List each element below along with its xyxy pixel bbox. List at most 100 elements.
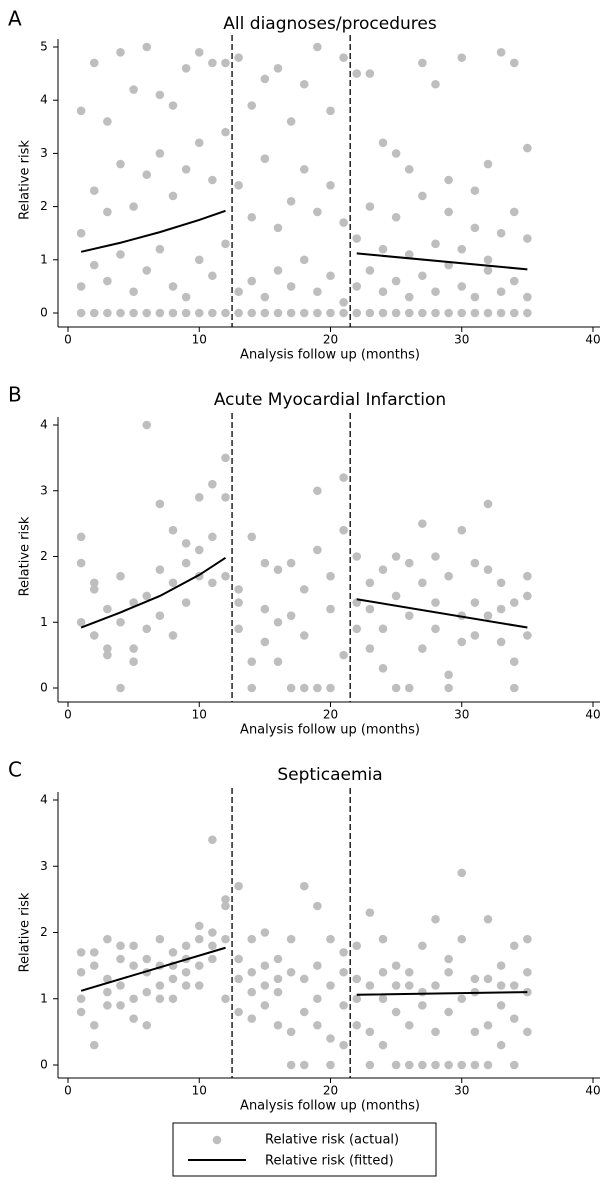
data-point xyxy=(378,565,388,574)
data-point xyxy=(470,1060,480,1070)
data-point xyxy=(221,934,230,944)
data-point xyxy=(457,308,467,318)
data-point xyxy=(365,202,375,211)
data-point xyxy=(378,138,388,148)
data-point xyxy=(194,493,204,502)
data-point xyxy=(339,650,348,660)
data-point xyxy=(142,308,152,318)
data-point xyxy=(418,987,427,997)
data-point xyxy=(168,101,178,110)
data-point xyxy=(221,308,230,318)
data-point xyxy=(496,981,506,990)
data-point xyxy=(313,545,322,555)
data-point xyxy=(418,58,427,68)
data-point xyxy=(483,611,493,620)
data-point xyxy=(103,934,112,944)
legend-label: Relative risk (actual) xyxy=(265,1133,399,1148)
x-axis-title: Analysis follow up (months) xyxy=(240,723,420,738)
data-point xyxy=(208,941,217,951)
data-point xyxy=(470,292,480,302)
data-point xyxy=(155,244,165,254)
data-point xyxy=(116,981,125,990)
data-point xyxy=(299,1060,309,1070)
data-point xyxy=(483,499,493,509)
data-point xyxy=(299,255,309,265)
data-point xyxy=(496,48,506,57)
data-point xyxy=(286,117,296,126)
data-point xyxy=(260,74,270,84)
data-point xyxy=(523,631,532,640)
data-point xyxy=(313,207,322,217)
data-point xyxy=(103,644,112,653)
data-point xyxy=(89,1020,99,1030)
data-point xyxy=(313,683,322,693)
data-point xyxy=(142,987,152,997)
data-point xyxy=(509,1060,519,1070)
data-point xyxy=(457,868,467,878)
data-point xyxy=(116,48,125,57)
y-tick-label: 4 xyxy=(40,93,48,107)
data-point xyxy=(326,271,335,281)
y-axis-title: Relative risk xyxy=(18,140,33,220)
data-point xyxy=(260,154,270,164)
x-tick-label: 20 xyxy=(323,708,338,722)
data-point xyxy=(208,928,217,937)
data-point xyxy=(404,683,414,693)
data-point xyxy=(155,308,165,318)
data-point xyxy=(523,143,532,153)
data-point xyxy=(221,493,230,502)
data-point xyxy=(142,591,152,601)
x-tick-label: 0 xyxy=(64,1084,72,1098)
data-point xyxy=(208,271,217,281)
data-point xyxy=(116,571,125,581)
data-point xyxy=(404,292,414,302)
data-point xyxy=(221,58,230,68)
data-point xyxy=(247,532,257,542)
data-point xyxy=(129,657,138,666)
data-point xyxy=(286,1027,296,1037)
data-point xyxy=(391,683,401,693)
data-point xyxy=(509,981,519,990)
data-point xyxy=(89,578,99,588)
data-point xyxy=(103,974,112,984)
data-point xyxy=(326,683,335,693)
data-point xyxy=(299,974,309,984)
data-point xyxy=(273,617,283,627)
data-point xyxy=(168,308,178,318)
data-point xyxy=(129,308,138,318)
data-point xyxy=(181,558,191,568)
data-point xyxy=(103,650,112,660)
data-point xyxy=(234,308,243,318)
y-tick-label: 0 xyxy=(40,1058,48,1072)
data-point xyxy=(326,308,335,318)
data-point xyxy=(457,282,467,291)
data-point xyxy=(142,954,152,964)
data-point xyxy=(509,58,519,68)
data-point xyxy=(470,974,480,984)
x-tick-label: 30 xyxy=(454,1084,469,1098)
data-point xyxy=(509,683,519,693)
data-point xyxy=(260,292,270,302)
data-point xyxy=(483,1060,493,1070)
data-point xyxy=(509,657,519,666)
x-tick-label: 40 xyxy=(585,708,600,722)
data-point xyxy=(339,473,348,482)
data-point xyxy=(352,552,362,561)
data-point xyxy=(509,941,519,951)
x-tick-label: 10 xyxy=(192,333,207,347)
data-point xyxy=(496,1001,506,1010)
data-point xyxy=(418,191,427,201)
data-point xyxy=(365,981,375,990)
data-point xyxy=(221,901,230,911)
data-point xyxy=(89,260,99,270)
data-point xyxy=(89,948,99,957)
data-point xyxy=(76,1007,86,1017)
data-point xyxy=(431,1060,440,1070)
x-tick-label: 40 xyxy=(585,333,600,347)
data-point xyxy=(523,292,532,302)
data-point xyxy=(483,255,493,265)
data-point xyxy=(208,954,217,964)
data-point xyxy=(326,934,335,944)
data-point xyxy=(181,308,191,318)
data-point xyxy=(181,165,191,174)
